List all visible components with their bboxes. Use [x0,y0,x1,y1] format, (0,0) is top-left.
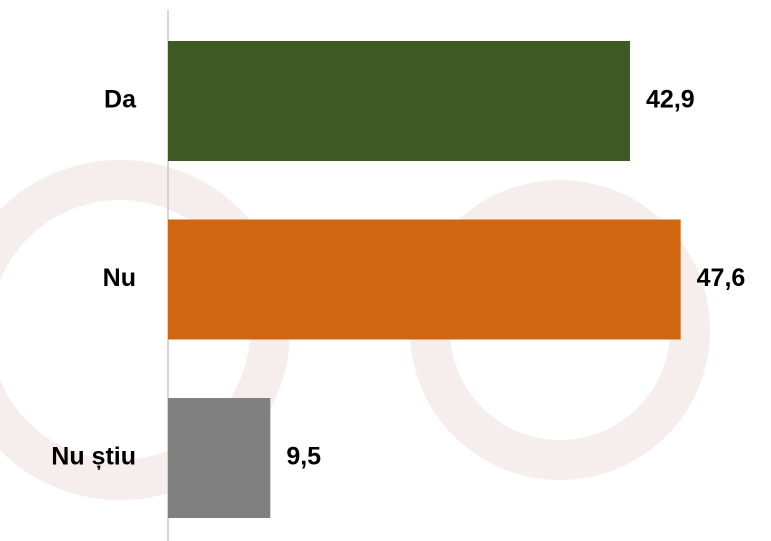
value-label: 42,9 [646,86,695,114]
bar [168,219,681,340]
value-label: 9,5 [286,443,321,471]
bar [168,398,271,518]
bar [168,41,631,161]
category-label: Nu [103,264,136,292]
category-label: Da [104,86,137,114]
value-label: 47,6 [697,264,746,292]
category-label: Nu știu [51,443,136,471]
